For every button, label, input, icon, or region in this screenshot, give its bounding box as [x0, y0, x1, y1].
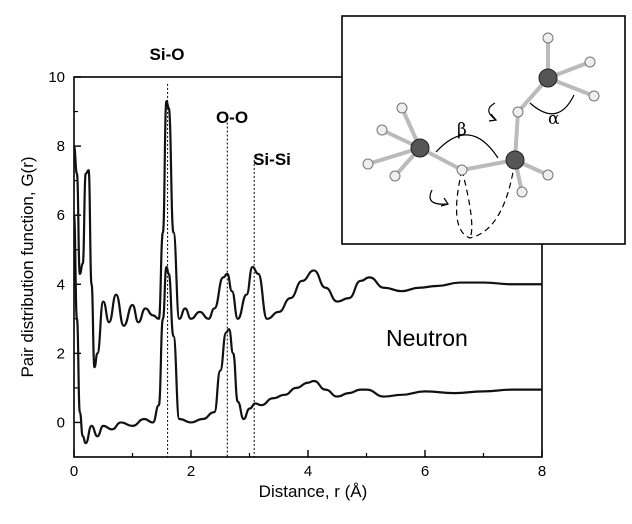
- y-tick-label: 8: [57, 138, 65, 155]
- label-si-si: Si-Si: [253, 150, 291, 169]
- x-axis-ticks: 0 2 4 6 8: [70, 450, 546, 480]
- inset-molecule-diagram: β α: [341, 15, 626, 245]
- y-tick-label: 10: [48, 69, 65, 86]
- y-tick-label: 2: [57, 345, 65, 362]
- y-tick-label: 0: [57, 414, 65, 431]
- alpha-label: α: [548, 109, 560, 129]
- reference-lines: [167, 83, 255, 457]
- x-axis-title: Distance, r (Å): [259, 482, 368, 501]
- y-tick-label: 4: [57, 276, 65, 293]
- beta-label: β: [457, 120, 467, 140]
- neutron-annotation: Neutron: [386, 325, 468, 351]
- y-axis-ticks: 0 2 4 6 8 10: [48, 69, 81, 431]
- x-tick-label: 0: [70, 463, 78, 480]
- x-tick-label: 2: [187, 463, 195, 480]
- x-tick-label: 8: [538, 463, 546, 480]
- label-si-o: Si-O: [150, 45, 185, 64]
- inset-frame: [341, 15, 626, 245]
- x-tick-label: 6: [421, 463, 429, 480]
- series-line-2: [72, 214, 542, 445]
- y-tick-label: 6: [57, 207, 65, 224]
- series-lines: [72, 100, 542, 445]
- series-line-1: [72, 100, 542, 369]
- y-axis-title: Pair distribution function, G(r): [18, 156, 37, 377]
- label-o-o: O-O: [216, 108, 248, 127]
- x-tick-label: 4: [304, 463, 312, 480]
